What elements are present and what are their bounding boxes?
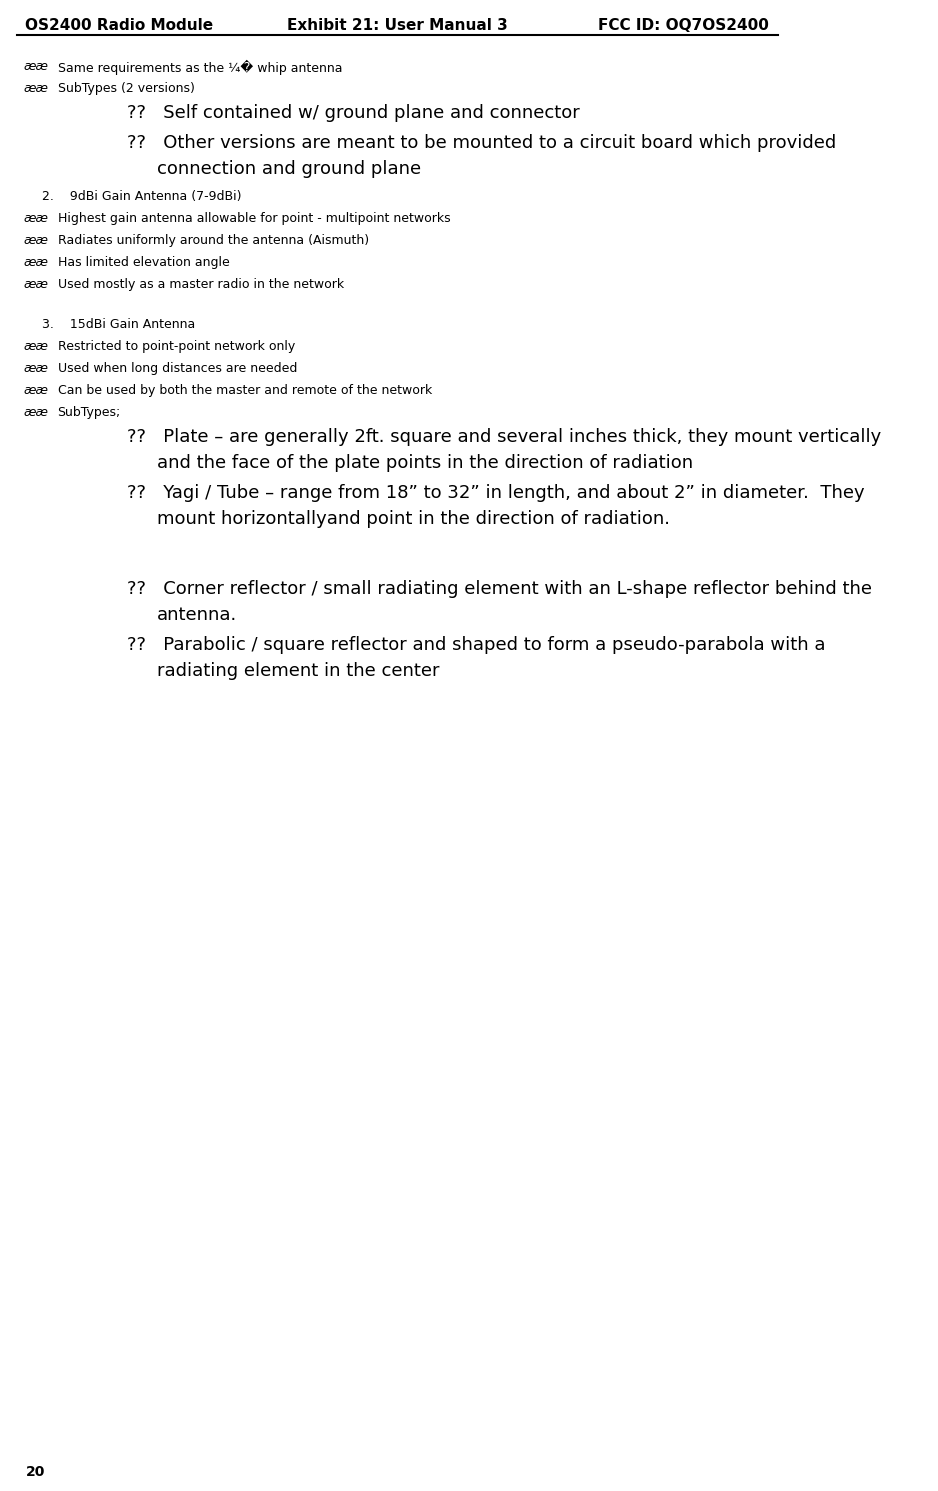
Text: ææ: ææ xyxy=(23,234,49,248)
Text: ??   Parabolic / square reflector and shaped to form a pseudo-parabola with a: ?? Parabolic / square reflector and shap… xyxy=(127,637,825,655)
Text: SubTypes (2 versions): SubTypes (2 versions) xyxy=(57,82,194,95)
Text: FCC ID: OQ7OS2400: FCC ID: OQ7OS2400 xyxy=(598,18,769,33)
Text: ??   Yagi / Tube – range from 18” to 32” in length, and about 2” in diameter.  T: ?? Yagi / Tube – range from 18” to 32” i… xyxy=(127,485,865,502)
Text: Same requirements as the ¼� whip antenna: Same requirements as the ¼� whip antenna xyxy=(57,60,342,75)
Text: Used mostly as a master radio in the network: Used mostly as a master radio in the net… xyxy=(57,277,343,291)
Text: Restricted to point-point network only: Restricted to point-point network only xyxy=(57,340,295,353)
Text: ??   Plate – are generally 2ft. square and several inches thick, they mount vert: ?? Plate – are generally 2ft. square and… xyxy=(127,428,882,446)
Text: Radiates uniformly around the antenna (Aismuth): Radiates uniformly around the antenna (A… xyxy=(57,234,369,248)
Text: ææ: ææ xyxy=(23,277,49,291)
Text: Can be used by both the master and remote of the network: Can be used by both the master and remot… xyxy=(57,385,431,397)
Text: 2.    9dBi Gain Antenna (7-9dBi): 2. 9dBi Gain Antenna (7-9dBi) xyxy=(42,189,242,203)
Text: ææ: ææ xyxy=(23,406,49,419)
Text: 3.    15dBi Gain Antenna: 3. 15dBi Gain Antenna xyxy=(42,318,196,331)
Text: connection and ground plane: connection and ground plane xyxy=(157,160,421,177)
Text: ææ: ææ xyxy=(23,256,49,268)
Text: and the face of the plate points in the direction of radiation: and the face of the plate points in the … xyxy=(157,453,693,473)
Text: ææ: ææ xyxy=(23,385,49,397)
Text: antenna.: antenna. xyxy=(157,605,237,625)
Text: Used when long distances are needed: Used when long distances are needed xyxy=(57,362,297,376)
Text: Exhibit 21: User Manual 3: Exhibit 21: User Manual 3 xyxy=(287,18,507,33)
Text: mount horizontallyand point in the direction of radiation.: mount horizontallyand point in the direc… xyxy=(157,510,670,528)
Text: ??   Corner reflector / small radiating element with an L-shape reflector behind: ?? Corner reflector / small radiating el… xyxy=(127,580,872,598)
Text: OS2400 Radio Module: OS2400 Radio Module xyxy=(25,18,214,33)
Text: ææ: ææ xyxy=(23,212,49,225)
Text: ææ: ææ xyxy=(23,362,49,376)
Text: SubTypes;: SubTypes; xyxy=(57,406,121,419)
Text: radiating element in the center: radiating element in the center xyxy=(157,662,439,680)
Text: 20: 20 xyxy=(25,1466,45,1479)
Text: ææ: ææ xyxy=(23,82,49,95)
Text: Highest gain antenna allowable for point - multipoint networks: Highest gain antenna allowable for point… xyxy=(57,212,450,225)
Text: Has limited elevation angle: Has limited elevation angle xyxy=(57,256,230,268)
Text: ??   Other versions are meant to be mounted to a circuit board which provided: ?? Other versions are meant to be mounte… xyxy=(127,134,837,152)
Text: ææ: ææ xyxy=(23,60,49,73)
Text: ??   Self contained w/ ground plane and connector: ?? Self contained w/ ground plane and co… xyxy=(127,104,580,122)
Text: ææ: ææ xyxy=(23,340,49,353)
